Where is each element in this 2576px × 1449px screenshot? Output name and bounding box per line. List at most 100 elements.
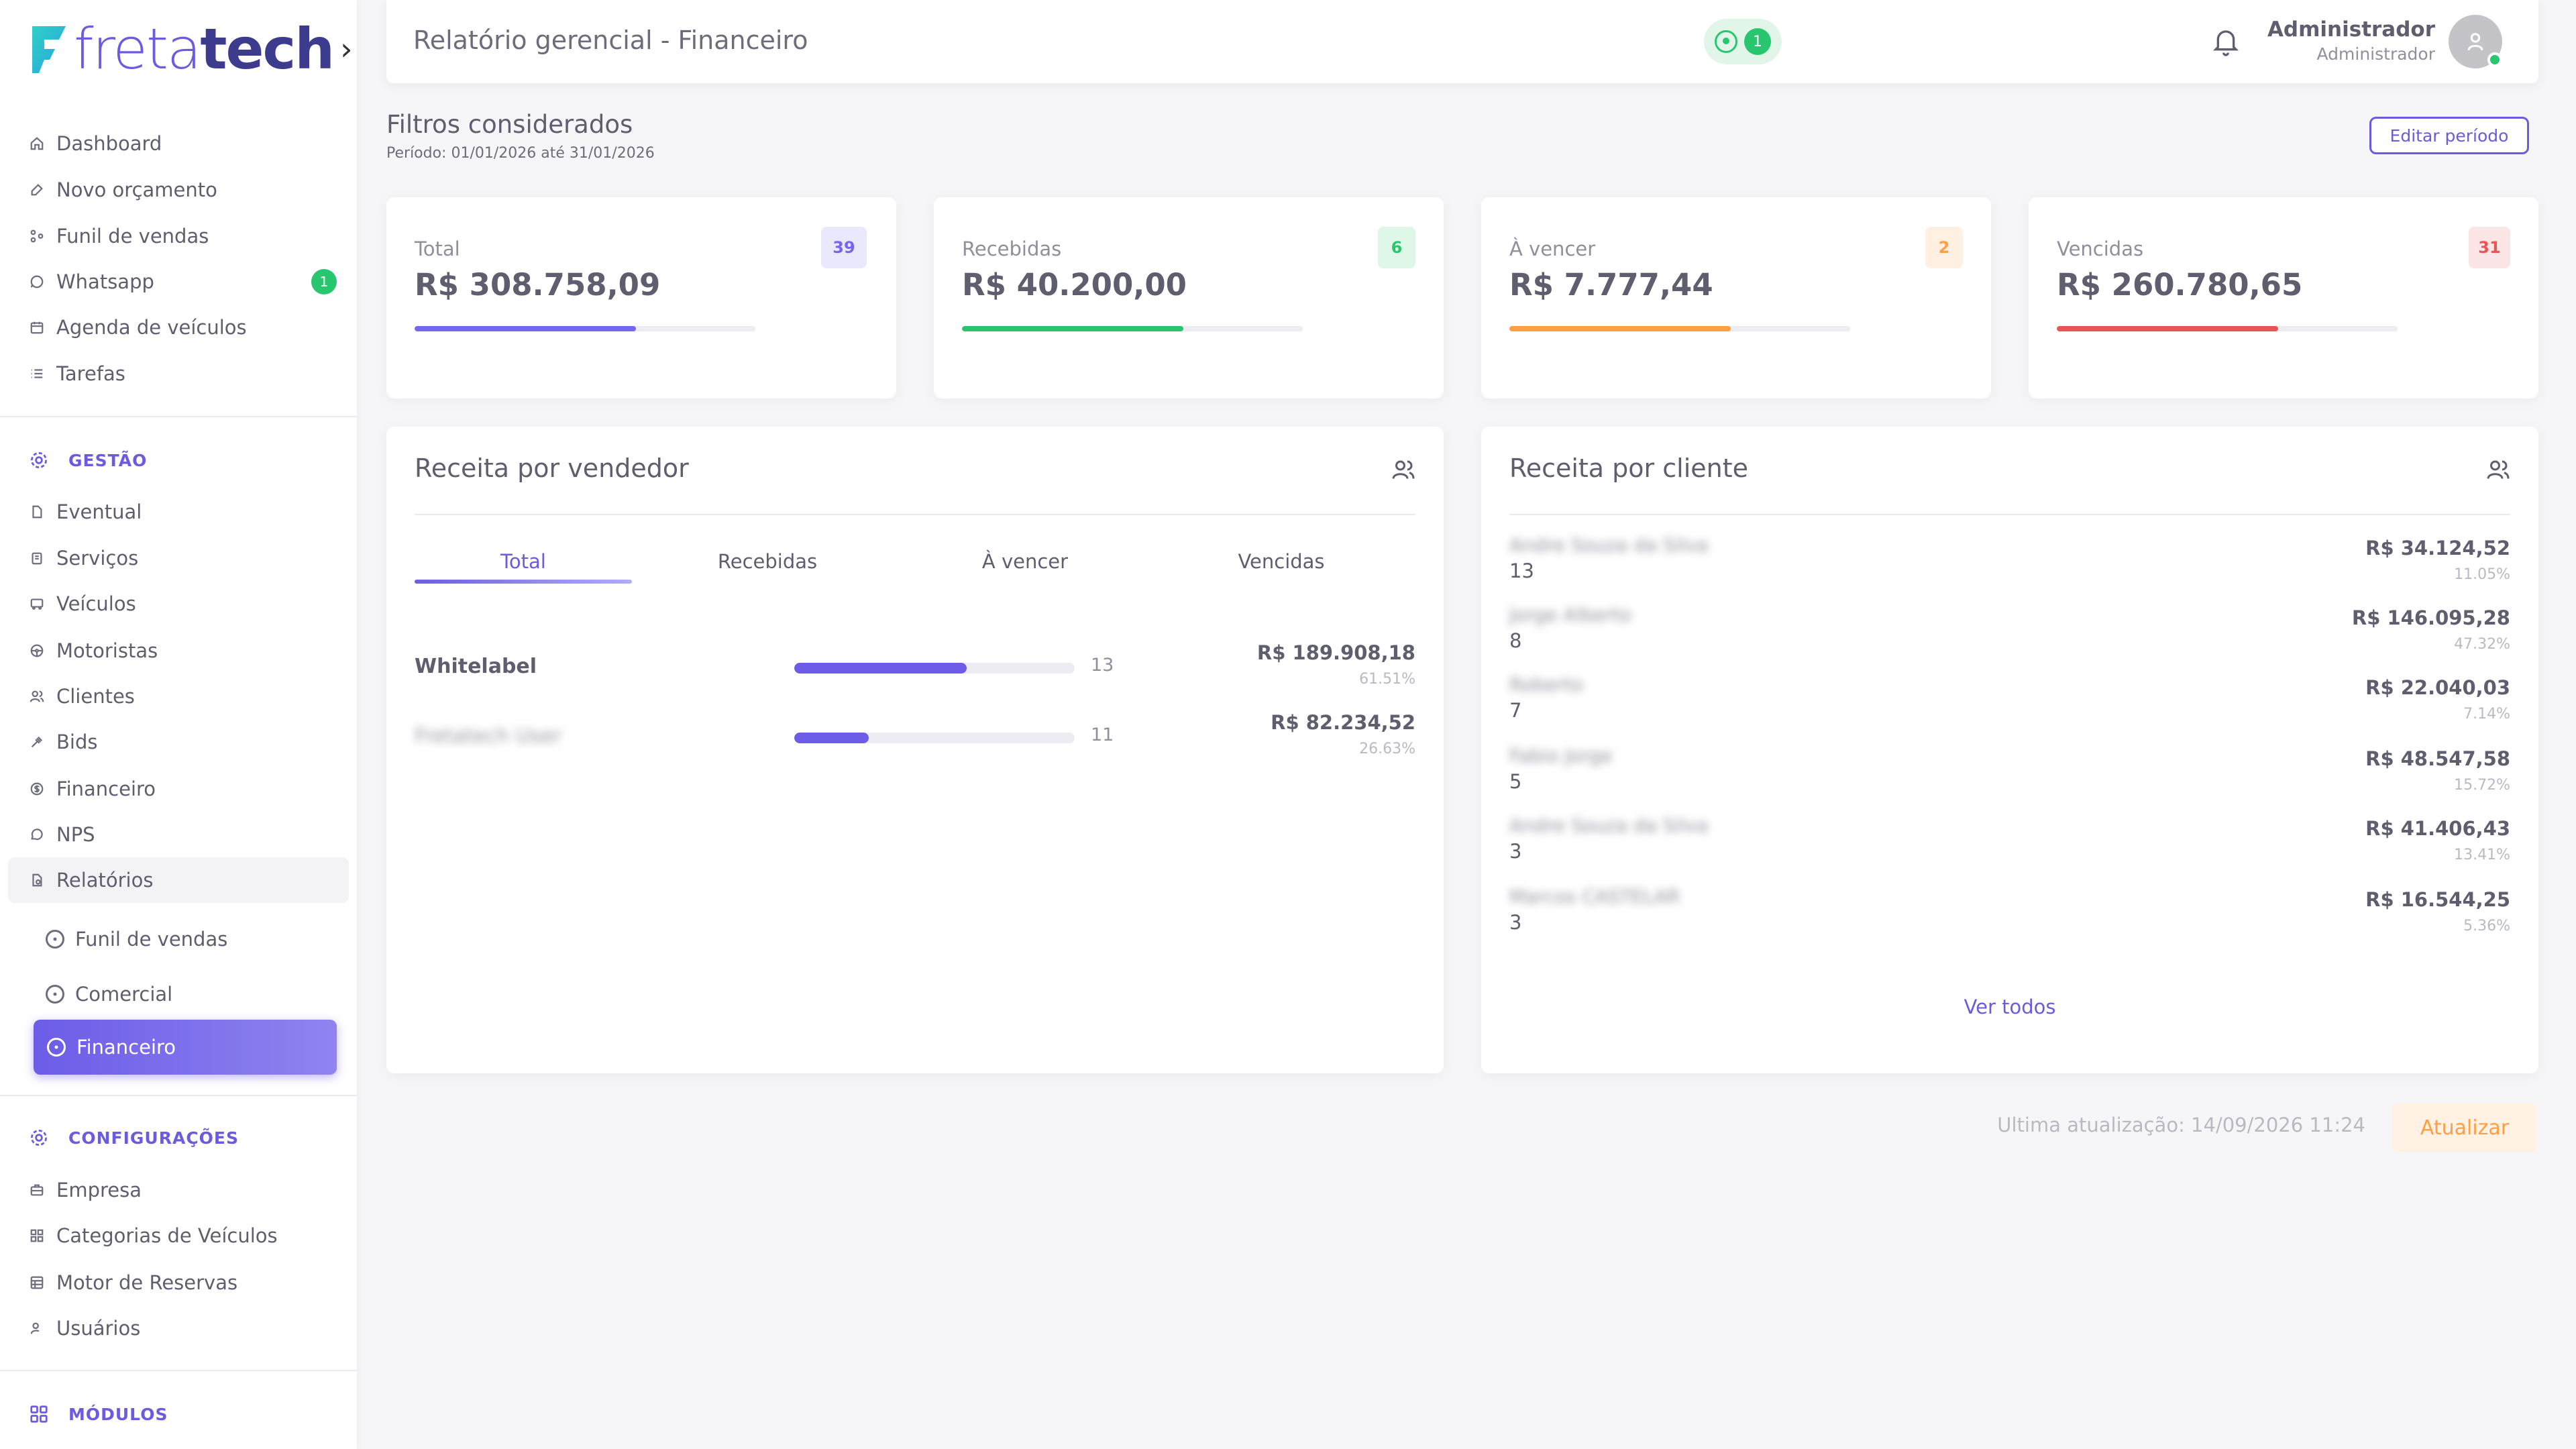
sidebar-item-label: Novo orçamento bbox=[56, 178, 217, 201]
active-tab-indicator bbox=[415, 580, 632, 584]
sidebar-item-empresa[interactable]: Empresa bbox=[27, 1174, 142, 1206]
users-icon bbox=[27, 689, 47, 704]
sidebar-item-bids[interactable]: Bids bbox=[27, 726, 97, 758]
sidebar-item-tarefas[interactable]: Tarefas bbox=[27, 358, 125, 390]
edit-period-button[interactable]: Editar período bbox=[2369, 117, 2529, 154]
circle-icon bbox=[46, 985, 64, 1004]
filters-title: Filtros considerados bbox=[386, 110, 633, 139]
update-button[interactable]: Atualizar bbox=[2392, 1103, 2537, 1152]
stat-card-total: Total R$ 308.758,09 39 bbox=[386, 197, 896, 398]
funnel-icon bbox=[27, 229, 47, 244]
stat-label: Total bbox=[415, 237, 460, 260]
section-title-label: MÓDULOS bbox=[68, 1404, 168, 1424]
sidebar-item-label: Motoristas bbox=[56, 639, 158, 662]
sidebar-item-label: Relatórios bbox=[56, 869, 154, 892]
sidebar: fretatech › Dashboard Novo orçamento Fun… bbox=[0, 0, 357, 1449]
section-modulos: MÓDULOS bbox=[27, 1401, 168, 1428]
sidebar-item-funil-de-vendas[interactable]: Funil de vendas bbox=[27, 220, 209, 252]
stat-value: R$ 7.777,44 bbox=[1509, 267, 1713, 303]
panel-divider bbox=[415, 514, 1415, 515]
seller-name: Fretatech User bbox=[415, 724, 561, 748]
stat-progress-fill bbox=[415, 326, 637, 331]
whatsapp-button[interactable]: 1 bbox=[1704, 19, 1782, 64]
whatsapp-unread-badge: 1 bbox=[311, 269, 337, 294]
seller-share-fill bbox=[794, 663, 967, 674]
stat-progress-fill bbox=[1509, 326, 1731, 331]
bus-icon bbox=[27, 596, 47, 611]
collapse-chevron-icon[interactable]: › bbox=[340, 31, 353, 67]
sidebar-item-novo-orcamento[interactable]: Novo orçamento bbox=[27, 174, 217, 206]
seller-share-track bbox=[794, 733, 1075, 743]
seller-name: Whitelabel bbox=[415, 655, 537, 678]
seller-percent: 26.63% bbox=[1359, 741, 1415, 757]
client-amount: R$ 34.124,52 bbox=[2365, 537, 2510, 559]
see-all-link[interactable]: Ver todos bbox=[1964, 996, 2056, 1018]
sidebar-item-label: Financeiro bbox=[56, 777, 156, 800]
sidebar-item-categorias-de-veiculos[interactable]: Categorias de Veículos bbox=[27, 1220, 278, 1252]
client-amount: R$ 146.095,28 bbox=[2351, 606, 2510, 629]
sidebar-item-nps[interactable]: NPS bbox=[27, 818, 95, 851]
client-name: Marcos CASTELAR bbox=[1509, 885, 1680, 908]
client-percent: 47.32% bbox=[2454, 636, 2510, 653]
stat-progress-fill bbox=[2057, 326, 2279, 331]
sidebar-item-label: Bids bbox=[56, 731, 98, 753]
file-icon bbox=[27, 504, 47, 519]
sidebar-item-label: NPS bbox=[56, 823, 95, 846]
bell-icon[interactable] bbox=[2212, 27, 2239, 56]
stat-label: Recebidas bbox=[962, 237, 1062, 260]
sidebar-item-label: Eventual bbox=[56, 500, 142, 523]
client-amount: R$ 48.547,58 bbox=[2365, 747, 2510, 770]
sidebar-subitem-financeiro-active[interactable]: Financeiro bbox=[34, 1020, 337, 1075]
sidebar-item-eventual[interactable]: Eventual bbox=[27, 496, 142, 528]
sidebar-subitem-label: Financeiro bbox=[76, 1036, 176, 1059]
client-count: 3 bbox=[1509, 911, 1522, 934]
sidebar-item-whatsapp[interactable]: Whatsapp bbox=[27, 266, 154, 298]
revenue-by-seller-panel: Receita por vendedor Total Recebidas À v… bbox=[386, 427, 1444, 1073]
seller-count: 11 bbox=[1091, 724, 1114, 745]
users-icon[interactable] bbox=[1391, 458, 1415, 482]
stat-count-badge: 39 bbox=[821, 227, 867, 268]
tab-total[interactable]: Total bbox=[500, 550, 546, 573]
client-percent: 11.05% bbox=[2454, 566, 2510, 583]
sidebar-item-label: Clientes bbox=[56, 685, 135, 708]
chat-icon bbox=[27, 827, 47, 842]
sidebar-item-label: Agenda de veículos bbox=[56, 316, 247, 339]
sidebar-subitem-label: Funil de vendas bbox=[75, 928, 228, 951]
sidebar-subitem-comercial[interactable]: Comercial bbox=[46, 978, 172, 1010]
users-icon[interactable] bbox=[2486, 458, 2510, 482]
section-title-label: GESTÃO bbox=[68, 450, 148, 470]
user-name[interactable]: Administrador bbox=[2267, 17, 2435, 42]
client-percent: 7.14% bbox=[2463, 706, 2510, 722]
seller-percent: 61.51% bbox=[1359, 671, 1415, 688]
sidebar-item-servicos[interactable]: Serviços bbox=[27, 542, 138, 574]
sidebar-subitem-label: Comercial bbox=[75, 983, 173, 1006]
sidebar-item-label: Dashboard bbox=[56, 132, 162, 155]
seller-count: 13 bbox=[1091, 655, 1114, 676]
sidebar-item-financeiro[interactable]: Financeiro bbox=[27, 773, 156, 805]
stat-value: R$ 308.758,09 bbox=[415, 267, 661, 303]
sidebar-item-relatorios[interactable]: Relatórios bbox=[27, 864, 153, 896]
sidebar-item-clientes[interactable]: Clientes bbox=[27, 680, 135, 712]
tab-recebidas[interactable]: Recebidas bbox=[717, 550, 818, 573]
client-percent: 13.41% bbox=[2454, 847, 2510, 863]
sidebar-item-dashboard[interactable]: Dashboard bbox=[27, 127, 162, 160]
tab-vencidas[interactable]: Vencidas bbox=[1238, 550, 1325, 573]
sidebar-item-motor-de-reservas[interactable]: Motor de Reservas bbox=[27, 1267, 237, 1299]
brand-logo[interactable]: fretatech › bbox=[30, 19, 352, 79]
filters-period: Período: 01/01/2026 até 31/01/2026 bbox=[386, 145, 655, 162]
stat-progress-track bbox=[2057, 326, 2398, 331]
gear-icon bbox=[27, 450, 51, 470]
sidebar-item-label: Tarefas bbox=[56, 362, 125, 385]
panel-title: Receita por cliente bbox=[1509, 453, 1748, 483]
sidebar-item-usuarios[interactable]: Usuários bbox=[27, 1312, 140, 1344]
sidebar-item-veiculos[interactable]: Veículos bbox=[27, 588, 136, 620]
tab-a-vencer[interactable]: À vencer bbox=[981, 550, 1069, 573]
sidebar-item-agenda-de-veiculos[interactable]: Agenda de veículos bbox=[27, 311, 247, 343]
sidebar-item-motoristas[interactable]: Motoristas bbox=[27, 635, 158, 667]
circle-icon bbox=[46, 930, 64, 949]
calendar-icon bbox=[27, 320, 47, 335]
seller-share-fill bbox=[794, 733, 869, 743]
section-gestao: GESTÃO bbox=[27, 447, 147, 474]
sidebar-subitem-funil-de-vendas[interactable]: Funil de vendas bbox=[46, 923, 227, 955]
whatsapp-icon bbox=[1715, 30, 1737, 53]
